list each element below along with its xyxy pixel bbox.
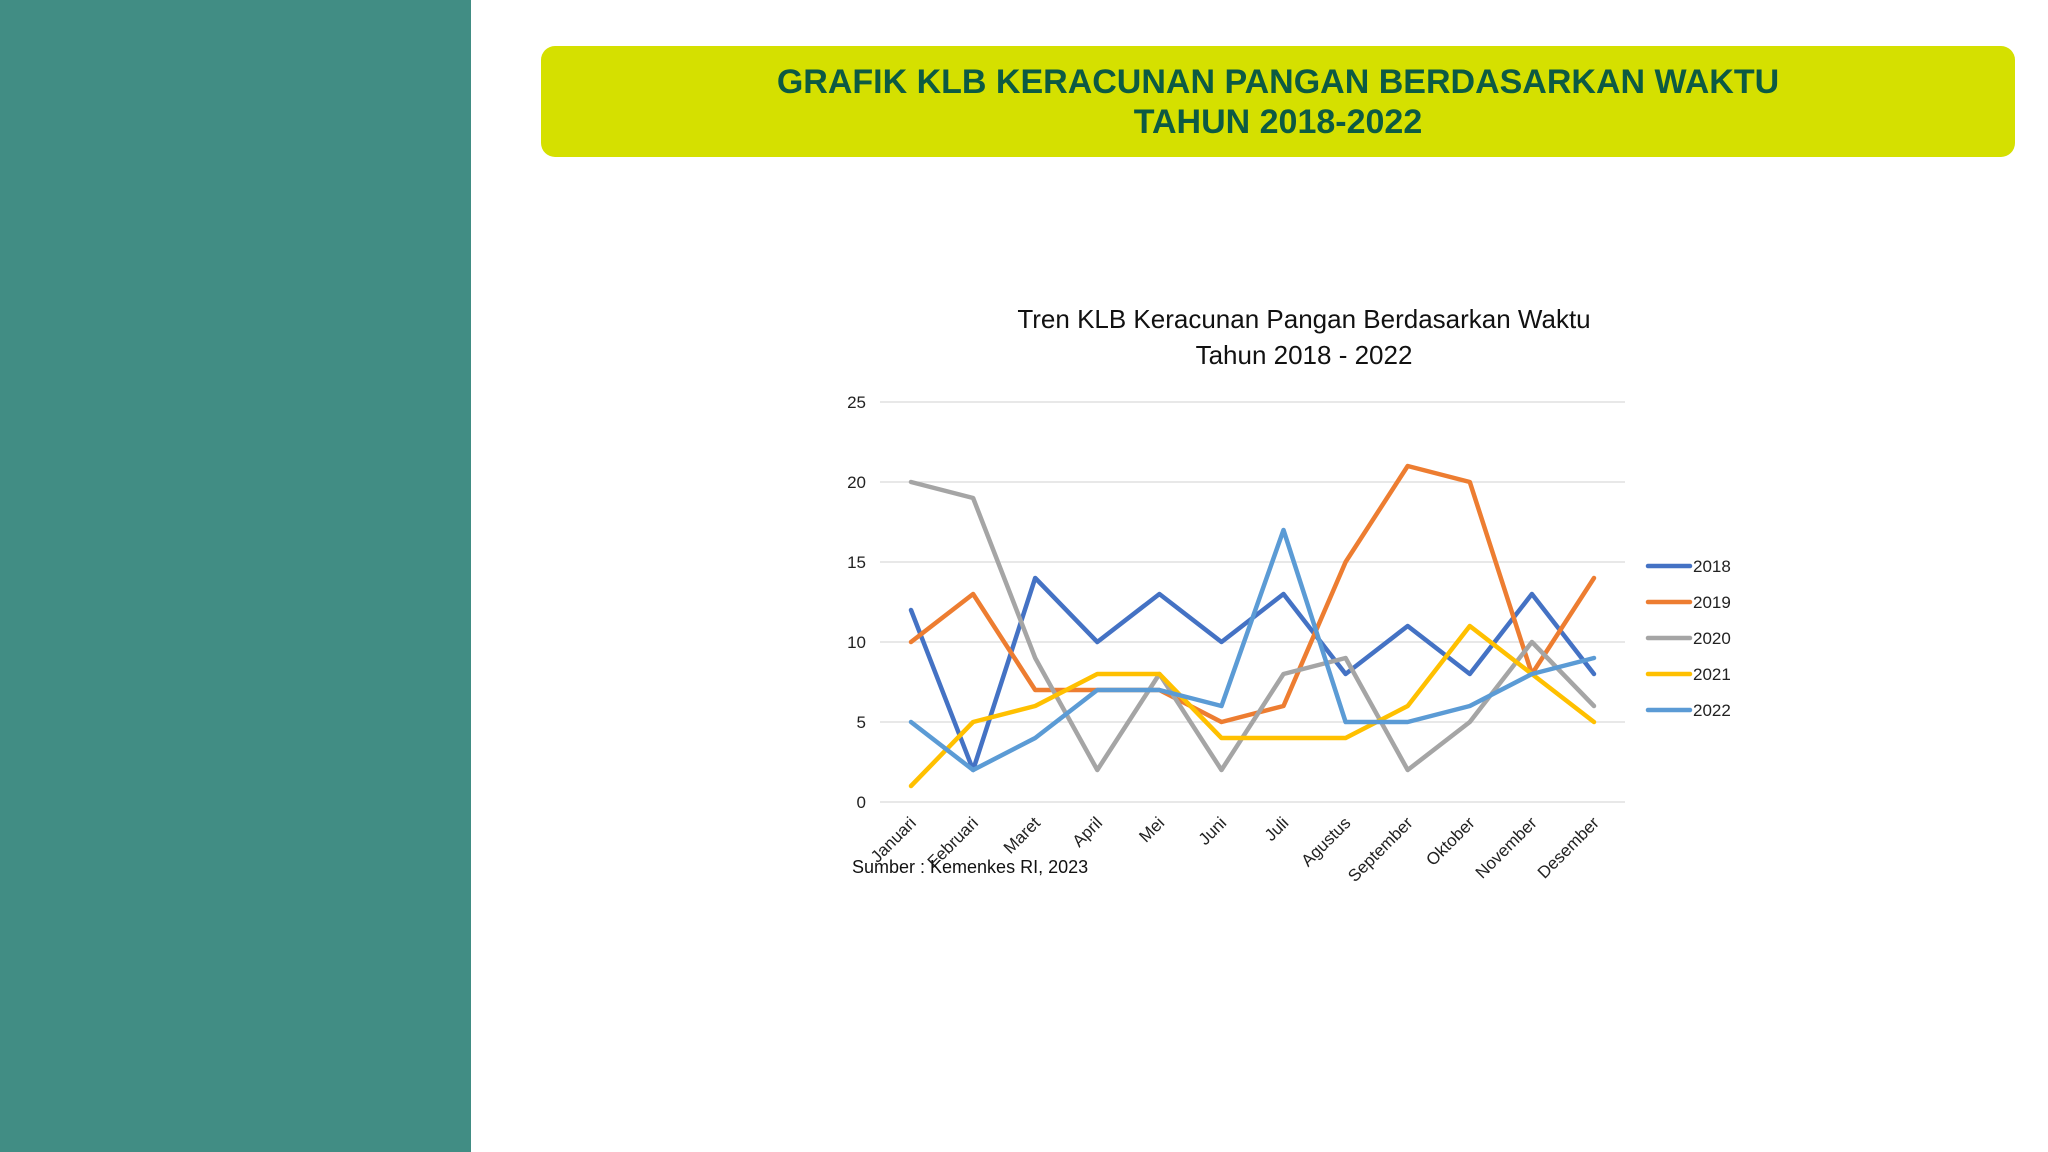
x-tick-label: Agustus xyxy=(1298,813,1355,870)
series-line-2020 xyxy=(908,479,1597,773)
gridlines xyxy=(880,401,1625,803)
x-tick-label: Oktober xyxy=(1422,813,1478,869)
chart-canvas: Tren KLB Keracunan Pangan Berdasarkan Wa… xyxy=(847,304,1731,886)
y-tick-label: 10 xyxy=(847,633,866,652)
legend-label-2020: 2020 xyxy=(1693,629,1731,648)
x-tick-label: November xyxy=(1472,813,1541,882)
header-title-line-2: TAHUN 2018-2022 xyxy=(1133,102,1423,141)
x-tick-label: Desember xyxy=(1534,813,1603,882)
x-tick-label: Juli xyxy=(1261,813,1292,844)
source-note: Sumber : Kemenkes RI, 2023 xyxy=(852,857,1089,877)
legend-label-2018: 2018 xyxy=(1693,557,1731,576)
legend-label-2021: 2021 xyxy=(1693,665,1731,684)
x-tick-label: April xyxy=(1069,813,1106,850)
chart-title-line-2: Tahun 2018 - 2022 xyxy=(1196,340,1413,370)
x-tick-label: Juni xyxy=(1195,813,1230,848)
legend-label-2019: 2019 xyxy=(1693,593,1731,612)
series-line-2021 xyxy=(908,623,1597,789)
legend-label-2022: 2022 xyxy=(1693,701,1731,720)
line-chart: Tren KLB Keracunan Pangan Berdasarkan Wa… xyxy=(840,290,1760,910)
series-line-2019 xyxy=(908,463,1597,725)
x-tick-label: Maret xyxy=(1000,813,1044,857)
y-tick-label: 15 xyxy=(847,553,866,572)
y-tick-label: 25 xyxy=(847,393,866,412)
header-title-line-1: GRAFIK KLB KERACUNAN PANGAN BERDASARKAN … xyxy=(776,62,1780,101)
x-tick-label: September xyxy=(1344,813,1416,885)
x-tick-label: Mei xyxy=(1135,813,1168,846)
header-banner: GRAFIK KLB KERACUNAN PANGAN BERDASARKAN … xyxy=(541,46,2015,157)
series-line-2022 xyxy=(908,527,1597,773)
y-tick-label: 0 xyxy=(857,793,866,812)
y-tick-label: 5 xyxy=(857,713,866,732)
left-accent-panel xyxy=(0,0,471,1152)
series-lines xyxy=(908,463,1597,789)
chart-title-line-1: Tren KLB Keracunan Pangan Berdasarkan Wa… xyxy=(1017,304,1590,334)
y-axis-ticks: 0 5 10 15 20 25 xyxy=(847,393,866,812)
y-tick-label: 20 xyxy=(847,473,866,492)
legend: 2018 2019 2020 2021 2022 xyxy=(1645,557,1731,720)
